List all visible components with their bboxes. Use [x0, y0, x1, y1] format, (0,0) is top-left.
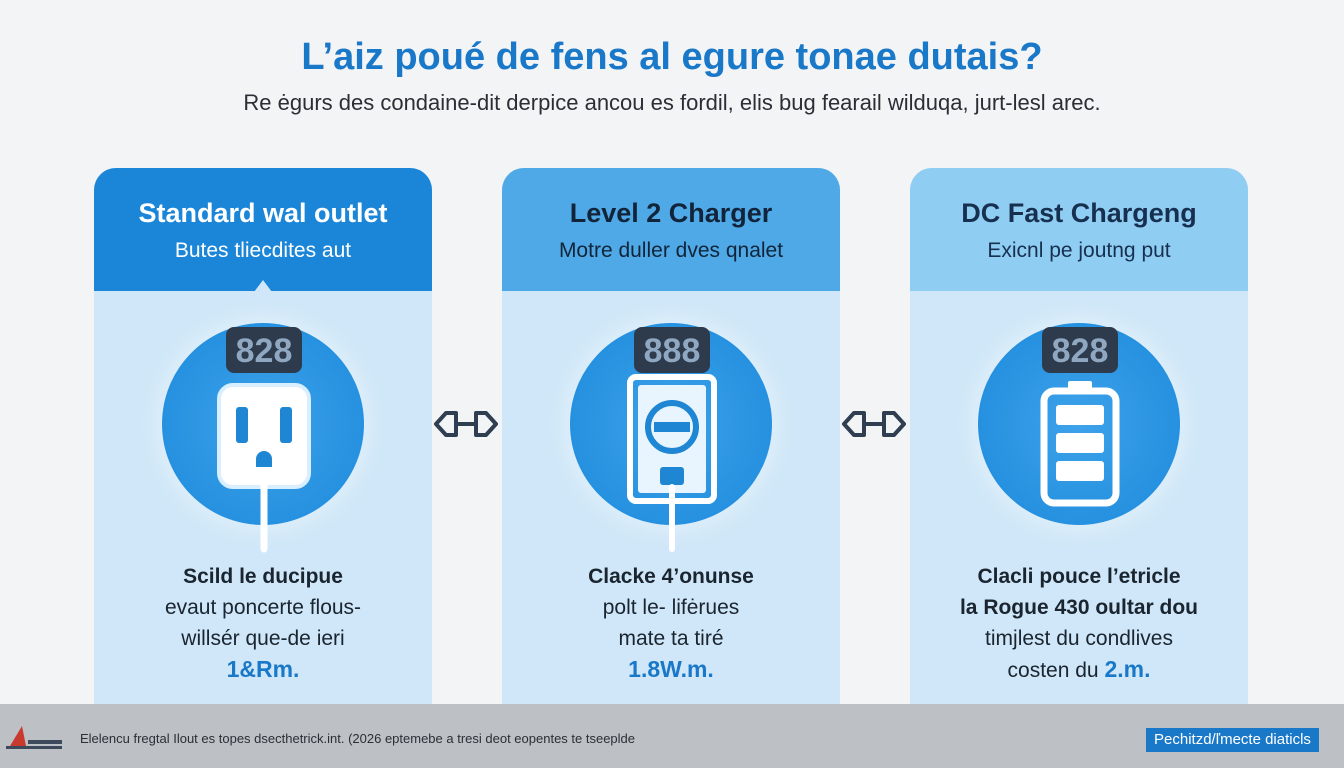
desc-line-3: mate ta tiré — [618, 627, 724, 650]
card-subtitle: Motre duller dves qnalet — [558, 239, 784, 262]
card-level2-charger: Level 2 Charger Motre duller dves qnalet… — [502, 168, 840, 708]
badge-bg — [1042, 327, 1118, 373]
card-subtitle: Exicnl pe joutng put — [987, 239, 1171, 262]
footer-text: Elelencu fregtal Ilout es topes dsecthet… — [80, 731, 636, 746]
card-icon-area: 828 — [94, 291, 432, 561]
card-header: Level 2 Charger Motre duller dves qnalet — [502, 168, 840, 291]
desc-accent-value: 1&Rm. — [226, 656, 300, 682]
wall-outlet-icon: 828 — [217, 327, 311, 553]
link-connector-icon — [842, 411, 906, 437]
card-title: Standard wal outlet — [138, 198, 388, 228]
badge-bg — [634, 327, 710, 373]
desc-accent-value: 2.m. — [1104, 656, 1151, 682]
badge-digits: 828 — [1052, 332, 1109, 370]
desc-line-3: willsér que-de ieri — [181, 627, 345, 650]
page-title: L’aiz poué de fens al egure tonae dutais… — [301, 36, 1043, 78]
charger-station-icon: 888 — [627, 327, 717, 552]
desc-line-1: Clacli pouce l’etricle — [977, 565, 1181, 588]
card-standard-outlet: Standard wal outlet Butes tliecdites aut… — [94, 168, 432, 708]
badge-digits: 888 — [644, 332, 701, 370]
card-title: DC Fast Chargeng — [961, 198, 1197, 228]
card-description: Clacli pouce l’etricle la Rogue 430 oult… — [910, 561, 1248, 686]
desc-line-1: Clacke 4’onunse — [588, 565, 754, 588]
desc-accent-value: 1.8W.m. — [628, 656, 714, 682]
card-title: Level 2 Charger — [569, 198, 773, 228]
desc-line-2: polt le- lifėrues — [602, 596, 740, 619]
card-dc-fast-charging: DC Fast Chargeng Exicnl pe joutng put 82… — [910, 168, 1248, 708]
desc-line-4-prefix: costen du — [1007, 659, 1105, 682]
card-subtitle: Butes tliecdites aut — [174, 239, 352, 262]
card-icon-area: 828 — [910, 291, 1248, 561]
badge-digits: 828 — [236, 332, 293, 370]
desc-line-1: Scild le ducipue — [183, 565, 343, 588]
desc-line-2: evaut poncerte flous- — [164, 596, 362, 619]
desc-line-4: costen du 2.m. — [910, 654, 1248, 686]
card-description: Clacke 4’onunse polt le- lifėrues mate t… — [502, 561, 840, 685]
page-subtitle: Re ėgurs des condaine-dit derpice ancou … — [243, 90, 1101, 115]
link-connector-icon — [434, 411, 498, 437]
card-description: Scild le ducipue evaut poncerte flous- w… — [94, 561, 432, 685]
outlet-face — [217, 383, 311, 489]
desc-line-2: la Rogue 430 oultar dou — [959, 596, 1199, 619]
footer-link[interactable]: Pechitzd/ľmecte diaticls — [1146, 728, 1319, 752]
card-icon-area: 888 — [502, 291, 840, 561]
publisher-logo-icon — [6, 726, 62, 749]
desc-line-3: timjlest du condlives — [985, 627, 1173, 650]
battery-body — [1040, 387, 1120, 507]
card-header: DC Fast Chargeng Exicnl pe joutng put — [910, 168, 1248, 291]
badge-bg — [226, 327, 302, 373]
footer: Elelencu fregtal Ilout es topes dsecthet… — [0, 704, 1344, 768]
battery-icon: 828 — [1040, 327, 1120, 507]
card-header: Standard wal outlet Butes tliecdites aut — [94, 168, 432, 292]
